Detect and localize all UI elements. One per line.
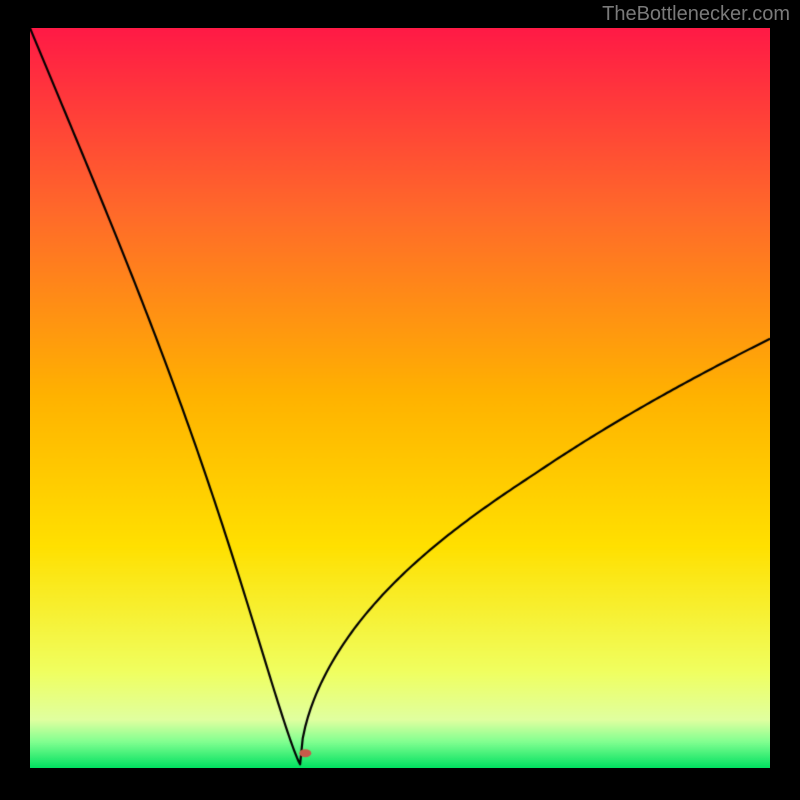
- chart-container: TheBottlenecker.com: [0, 0, 800, 800]
- watermark-text: TheBottlenecker.com: [0, 0, 800, 28]
- bottleneck-curve: [30, 28, 770, 768]
- plot-area: [30, 28, 770, 768]
